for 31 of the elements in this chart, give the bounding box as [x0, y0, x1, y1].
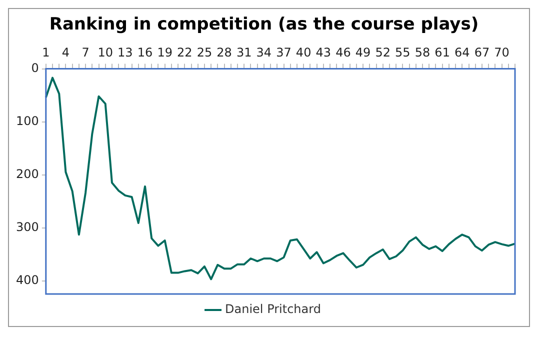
x-tick-label: 19 — [157, 46, 172, 60]
x-tick-label: 28 — [216, 46, 232, 60]
x-tick-label: 70 — [494, 46, 510, 60]
x-tick-label: 43 — [316, 46, 332, 60]
x-tick-label: 37 — [276, 46, 292, 60]
x-tick-label: 64 — [454, 46, 470, 60]
x-tick-label: 67 — [474, 46, 490, 60]
y-tick-label: 200 — [16, 166, 39, 181]
chart-title: Ranking in competition (as the course plays) — [49, 14, 479, 35]
x-tick-label: 52 — [375, 46, 390, 60]
x-tick-label: 31 — [236, 46, 252, 60]
x-tick-label: 58 — [414, 46, 430, 60]
x-tick-label: 10 — [98, 46, 114, 60]
x-tick-label: 4 — [62, 46, 70, 60]
y-tick-label: 100 — [16, 114, 39, 128]
x-tick-label: 61 — [434, 46, 450, 60]
y-tick-label: 300 — [16, 220, 39, 234]
x-tick-label: 46 — [336, 46, 351, 60]
x-tick-label: 7 — [82, 46, 90, 60]
x-tick-label: 16 — [137, 46, 153, 60]
x-tick-label: 49 — [355, 46, 371, 60]
y-tick-label: 400 — [16, 272, 39, 287]
x-tick-label: 40 — [296, 46, 312, 60]
x-tick-label: 22 — [177, 46, 192, 60]
y-tick-label: 0 — [31, 60, 39, 75]
x-tick-label: 13 — [118, 46, 133, 60]
x-tick-label: 25 — [196, 46, 212, 60]
legend-label: Daniel Pritchard — [225, 302, 321, 316]
x-tick-label: 55 — [395, 46, 410, 60]
x-tick-label: 34 — [256, 46, 272, 60]
x-tick-label: 1 — [42, 46, 50, 60]
